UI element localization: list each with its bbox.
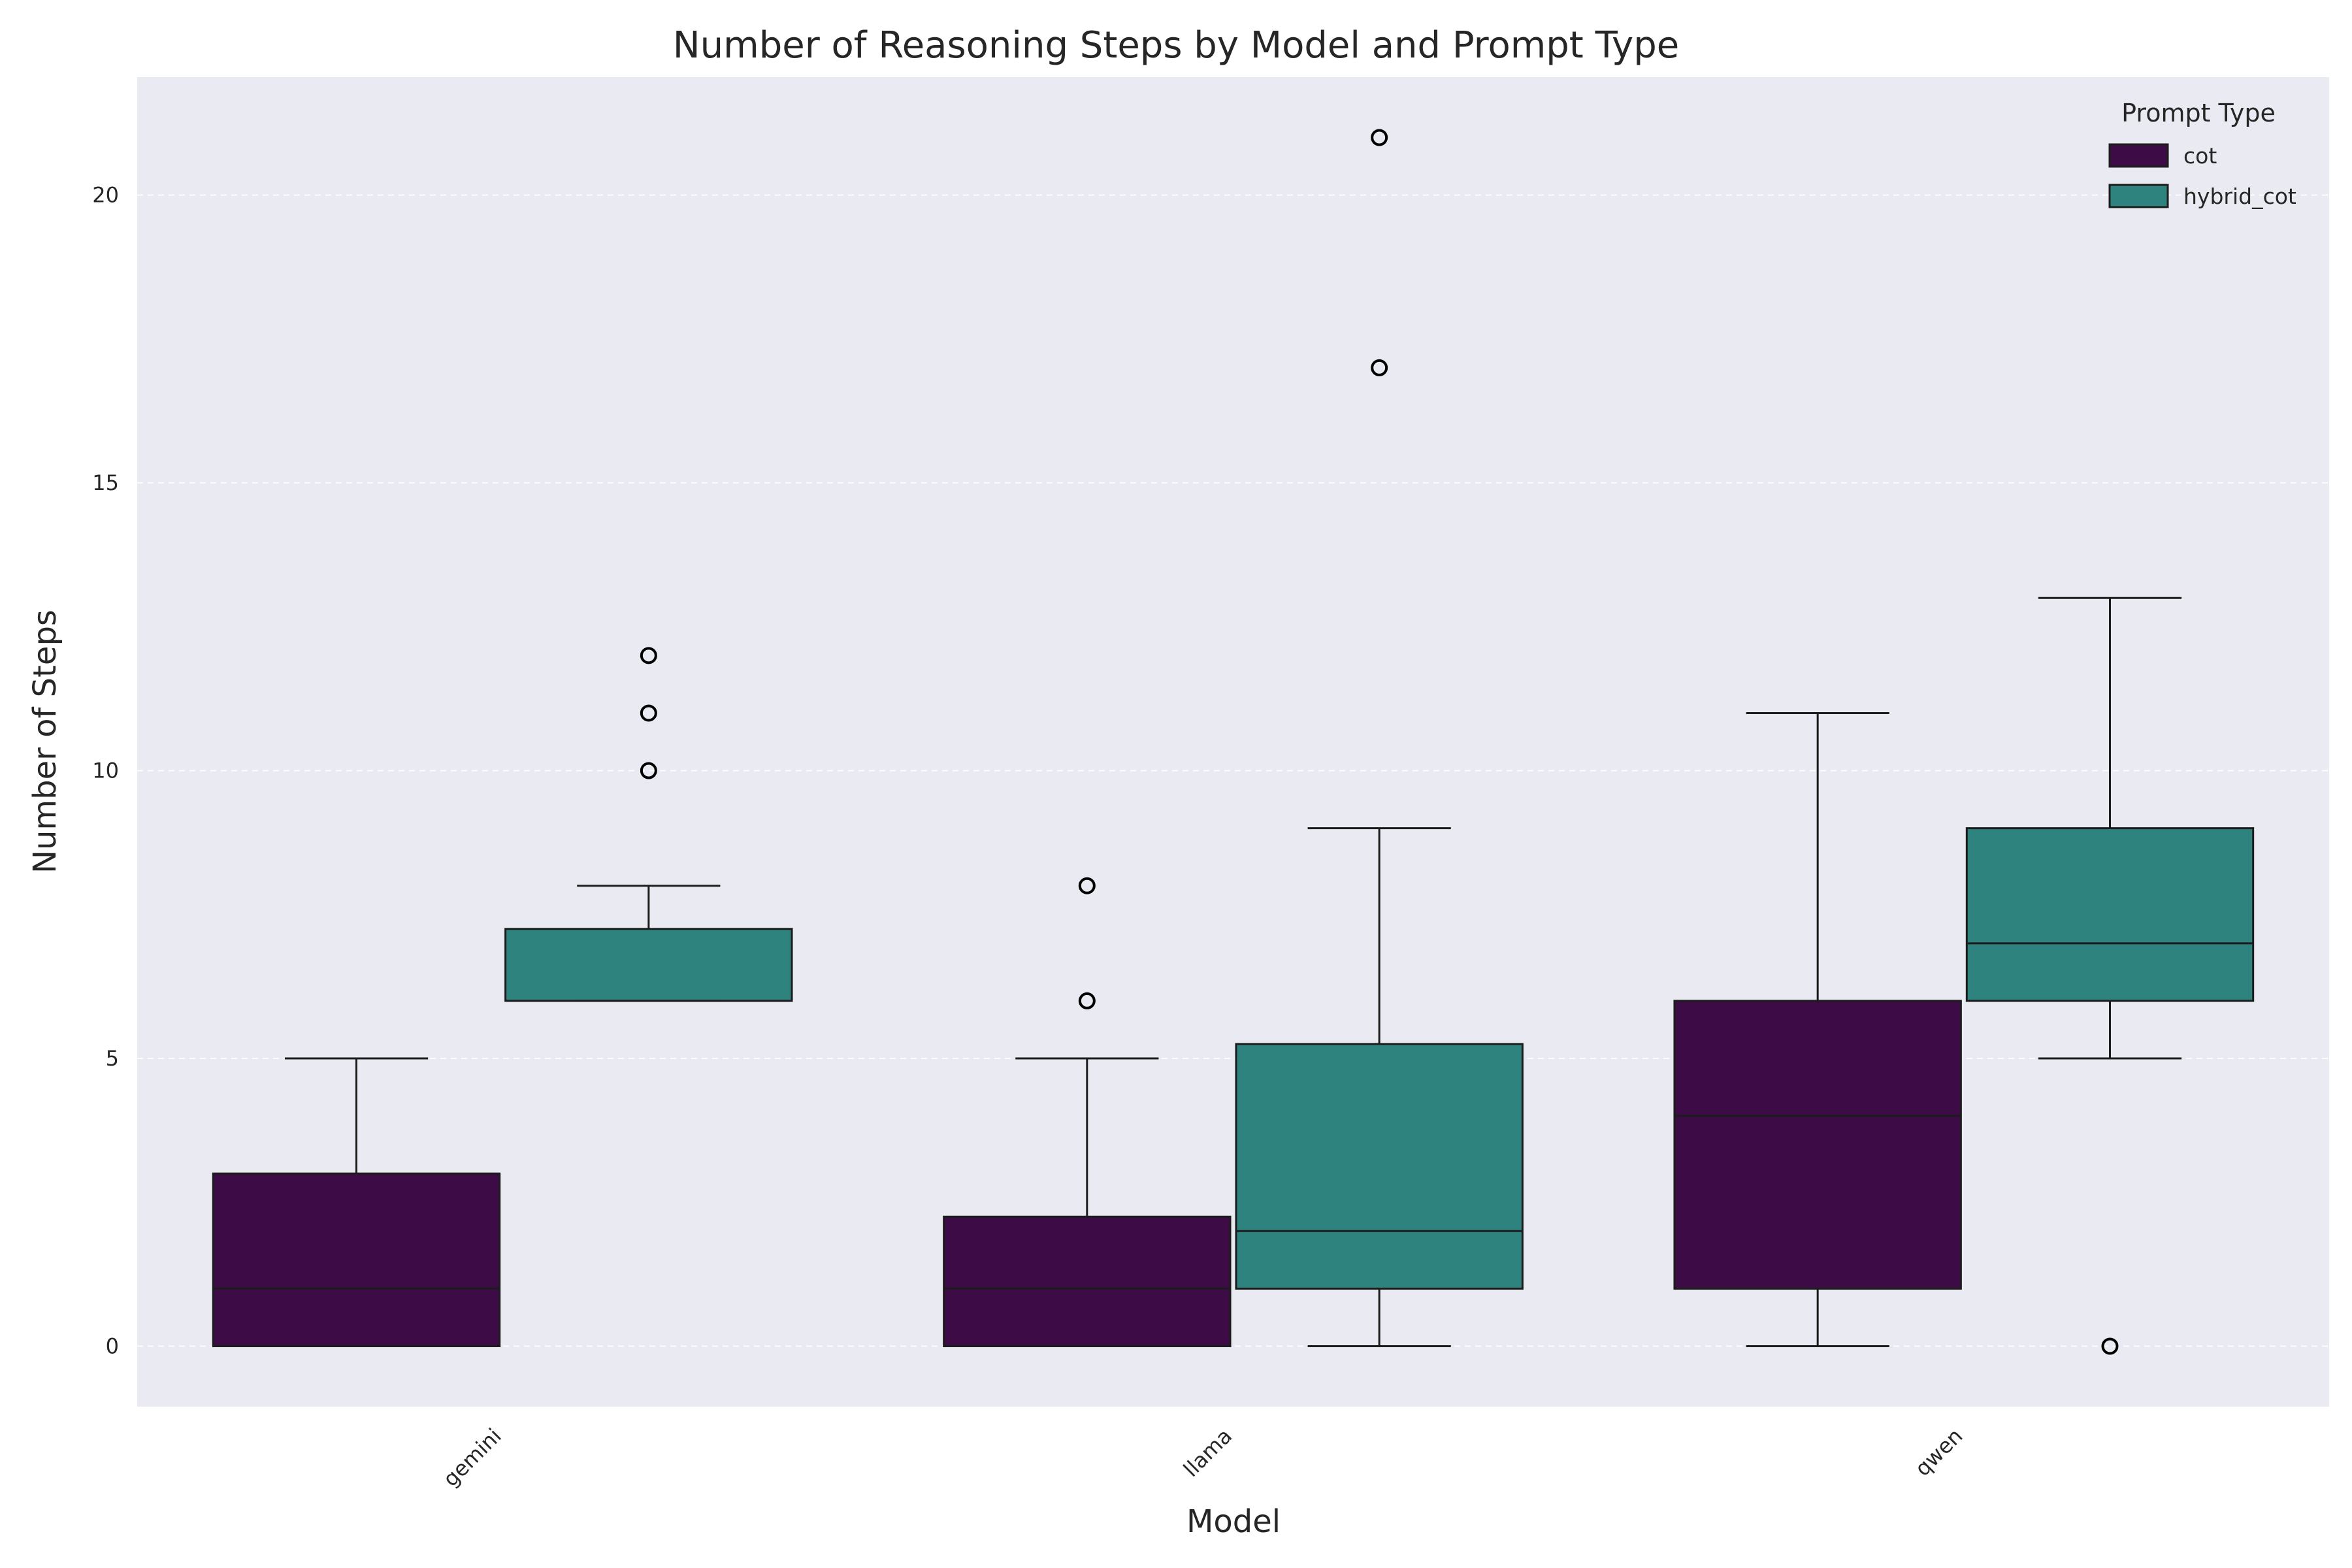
plot-background xyxy=(137,77,2329,1407)
legend-swatch-hybrid_cot xyxy=(2108,184,2169,208)
outlier-point xyxy=(1078,877,1096,894)
x-tick-label: qwen xyxy=(1910,1424,1967,1481)
box-cot-qwen xyxy=(1673,1000,1962,1290)
y-tick-label: 15 xyxy=(92,470,119,495)
outlier-point xyxy=(1371,359,1388,376)
outlier-point xyxy=(1078,992,1096,1009)
box-hybrid_cot-gemini xyxy=(504,928,793,1002)
chart-title: Number of Reasoning Steps by Model and P… xyxy=(673,24,1679,67)
y-tick-label: 0 xyxy=(106,1334,119,1359)
legend-label-cot: cot xyxy=(2183,143,2217,169)
legend: Prompt Type cot hybrid_cot xyxy=(2108,99,2296,209)
box-hybrid_cot-llama xyxy=(1235,1043,1524,1290)
outlier-point xyxy=(640,762,657,779)
y-axis-ticks: 0 5 10 15 20 xyxy=(92,183,119,1359)
outlier-point xyxy=(640,647,657,664)
legend-swatch-cot xyxy=(2108,143,2169,168)
y-axis-label: Number of Steps xyxy=(27,610,63,874)
outlier-point xyxy=(640,704,657,722)
y-tick-label: 20 xyxy=(92,183,119,208)
y-tick-label: 10 xyxy=(92,759,119,783)
outlier-point xyxy=(2101,1337,2119,1355)
legend-label-hybrid_cot: hybrid_cot xyxy=(2183,184,2296,209)
legend-title: Prompt Type xyxy=(2121,99,2276,127)
x-axis-ticks: gemini llama qwen xyxy=(438,1424,1968,1492)
x-tick-label: gemini xyxy=(438,1424,506,1492)
box-series xyxy=(212,129,2255,1355)
y-tick-label: 5 xyxy=(106,1046,119,1071)
box-cot-gemini xyxy=(212,1172,501,1347)
box-hybrid_cot-qwen xyxy=(1965,827,2255,1002)
outlier-point xyxy=(1371,129,1388,146)
x-axis-label: Model xyxy=(1186,1503,1281,1540)
x-tick-label: llama xyxy=(1179,1424,1237,1482)
box-cot-llama xyxy=(943,1215,1232,1348)
